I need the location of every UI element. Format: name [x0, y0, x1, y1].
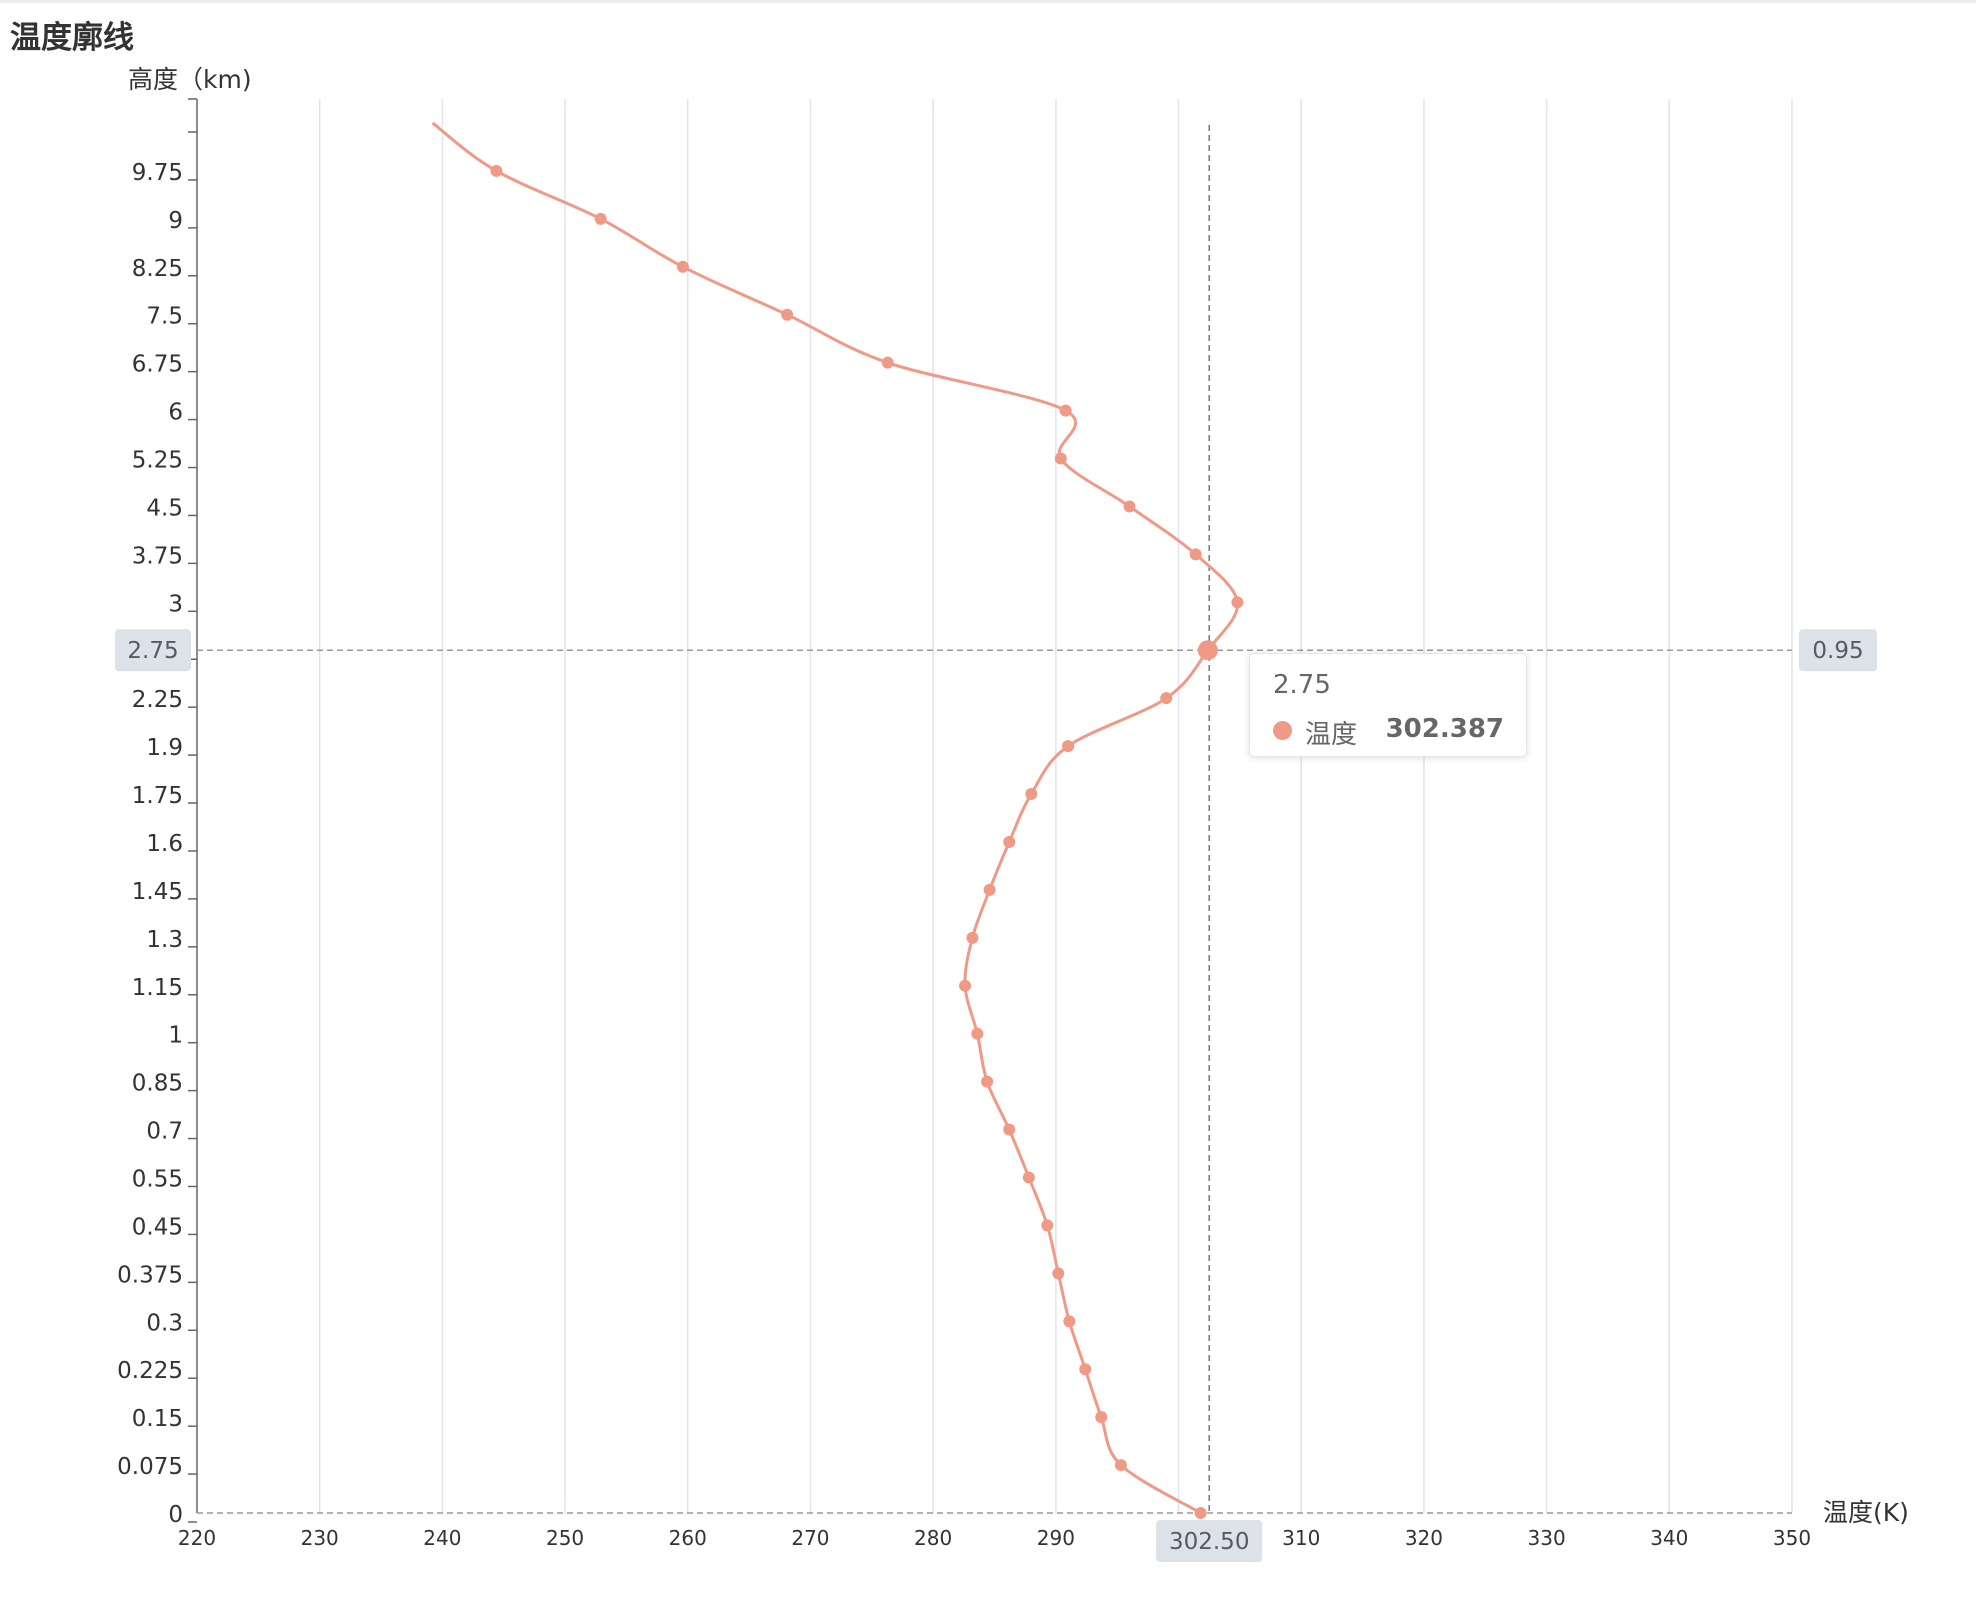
y-tick-label: 0.7	[146, 1119, 183, 1145]
data-point	[1041, 1219, 1054, 1232]
data-point	[1003, 835, 1016, 848]
tooltip-category: 2.75	[1273, 670, 1331, 700]
data-point	[881, 356, 894, 369]
data-point	[1054, 452, 1067, 465]
data-point	[1194, 1507, 1207, 1519]
y-tick-label: 8.25	[132, 256, 183, 282]
y-pointer-label-bg	[115, 629, 191, 672]
tooltip-series-name: 温度	[1305, 720, 1358, 750]
x-tick-label: 320	[1405, 1526, 1443, 1550]
y-tick-label: 6.75	[132, 352, 183, 378]
x-pointer-label-bg	[1156, 1520, 1263, 1562]
y-pointer-label: 2.75	[127, 638, 178, 664]
series-line-temperature	[431, 121, 1239, 1515]
data-point	[1062, 740, 1075, 753]
x-axis-name: 温度(K)	[1823, 1498, 1909, 1527]
data-point	[1123, 500, 1136, 513]
data-point	[983, 883, 996, 896]
y-tick-label: 0.45	[132, 1214, 183, 1240]
x-tick-label: 330	[1528, 1526, 1566, 1550]
axis-pointer	[197, 125, 1792, 1513]
x-tick-label: 230	[301, 1526, 339, 1550]
data-point	[1095, 1411, 1108, 1424]
tooltip-series-marker-icon	[1273, 721, 1292, 740]
data-point	[490, 164, 503, 177]
x-tick-label: 310	[1282, 1526, 1320, 1550]
tooltip-value: 302.387	[1385, 714, 1504, 744]
y-tick-label: 1	[168, 1023, 183, 1049]
data-point	[971, 1027, 984, 1040]
data-point	[1079, 1363, 1092, 1376]
right-pointer-label-bg	[1799, 629, 1877, 672]
data-point	[966, 931, 979, 944]
x-tick-label: 340	[1650, 1526, 1688, 1550]
y-tick-label: 0.3	[146, 1310, 183, 1336]
y-tick-label: 0	[168, 1502, 183, 1528]
y-tick-label: 7.5	[146, 304, 183, 330]
y-tick-label: 3.75	[132, 543, 183, 569]
data-point	[1022, 1171, 1035, 1184]
y-tick-label: 0.075	[117, 1454, 183, 1480]
top-border	[0, 0, 1976, 3]
data-point	[1052, 1267, 1065, 1280]
x-tick-label: 350	[1773, 1526, 1811, 1550]
x-tick-label: 270	[791, 1526, 829, 1550]
data-point	[1025, 788, 1038, 801]
x-pointer-label: 302.50	[1169, 1529, 1249, 1555]
y-tick-label: 1.9	[146, 735, 183, 761]
y-tick-label: 1.15	[132, 975, 183, 1001]
x-tick-label: 280	[914, 1526, 952, 1550]
data-point	[1063, 1315, 1076, 1328]
data-point	[781, 308, 794, 321]
data-point	[1059, 404, 1072, 417]
y-tick-label: 1.3	[146, 927, 183, 953]
data-point	[1160, 692, 1173, 705]
data-point	[959, 979, 972, 992]
x-tick-label: 290	[1037, 1526, 1075, 1550]
y-tick-label: 5.25	[132, 448, 183, 474]
y-tick-label: 0.225	[117, 1358, 183, 1384]
y-tick-label: 1.75	[132, 783, 183, 809]
x-tick-label: 220	[178, 1526, 216, 1550]
data-point	[1114, 1459, 1127, 1472]
data-point	[1231, 596, 1244, 609]
y-tick-label: 0.55	[132, 1166, 183, 1192]
y-tick-label: 1.45	[132, 879, 183, 905]
data-point	[1189, 548, 1202, 561]
y-tick-label: 9	[168, 208, 183, 234]
y-tick-label: 4.5	[146, 495, 183, 521]
tooltip: 2.75 温度 302.387	[1249, 653, 1527, 757]
x-tick-label: 260	[669, 1526, 707, 1550]
series-points	[490, 164, 1244, 1519]
data-point	[1003, 1123, 1016, 1136]
y-tick-label: 3	[168, 591, 183, 617]
axes	[188, 98, 1792, 1523]
y-tick-label: 2.25	[132, 687, 183, 713]
chart-title: 温度廓线	[10, 20, 134, 56]
axis-labels: 2202302402502602702802903003103203303403…	[115, 65, 1909, 1562]
data-point	[981, 1075, 994, 1088]
y-tick-label: 0.15	[132, 1406, 183, 1432]
y-tick-label: 1.6	[146, 831, 183, 857]
y-tick-label: 0.85	[132, 1071, 183, 1097]
y-tick-label: 6	[168, 400, 183, 426]
grid-lines	[318, 99, 1793, 1513]
y-axis-name: 高度（km)	[128, 65, 252, 94]
y-tick-label: 9.75	[132, 160, 183, 186]
y-tick-label: 0.375	[117, 1262, 183, 1288]
data-point	[594, 212, 607, 225]
right-pointer-label: 0.95	[1812, 638, 1863, 664]
data-point	[676, 260, 689, 273]
data-point	[1197, 640, 1218, 661]
x-tick-label: 250	[546, 1526, 584, 1550]
x-tick-label: 240	[423, 1526, 461, 1550]
